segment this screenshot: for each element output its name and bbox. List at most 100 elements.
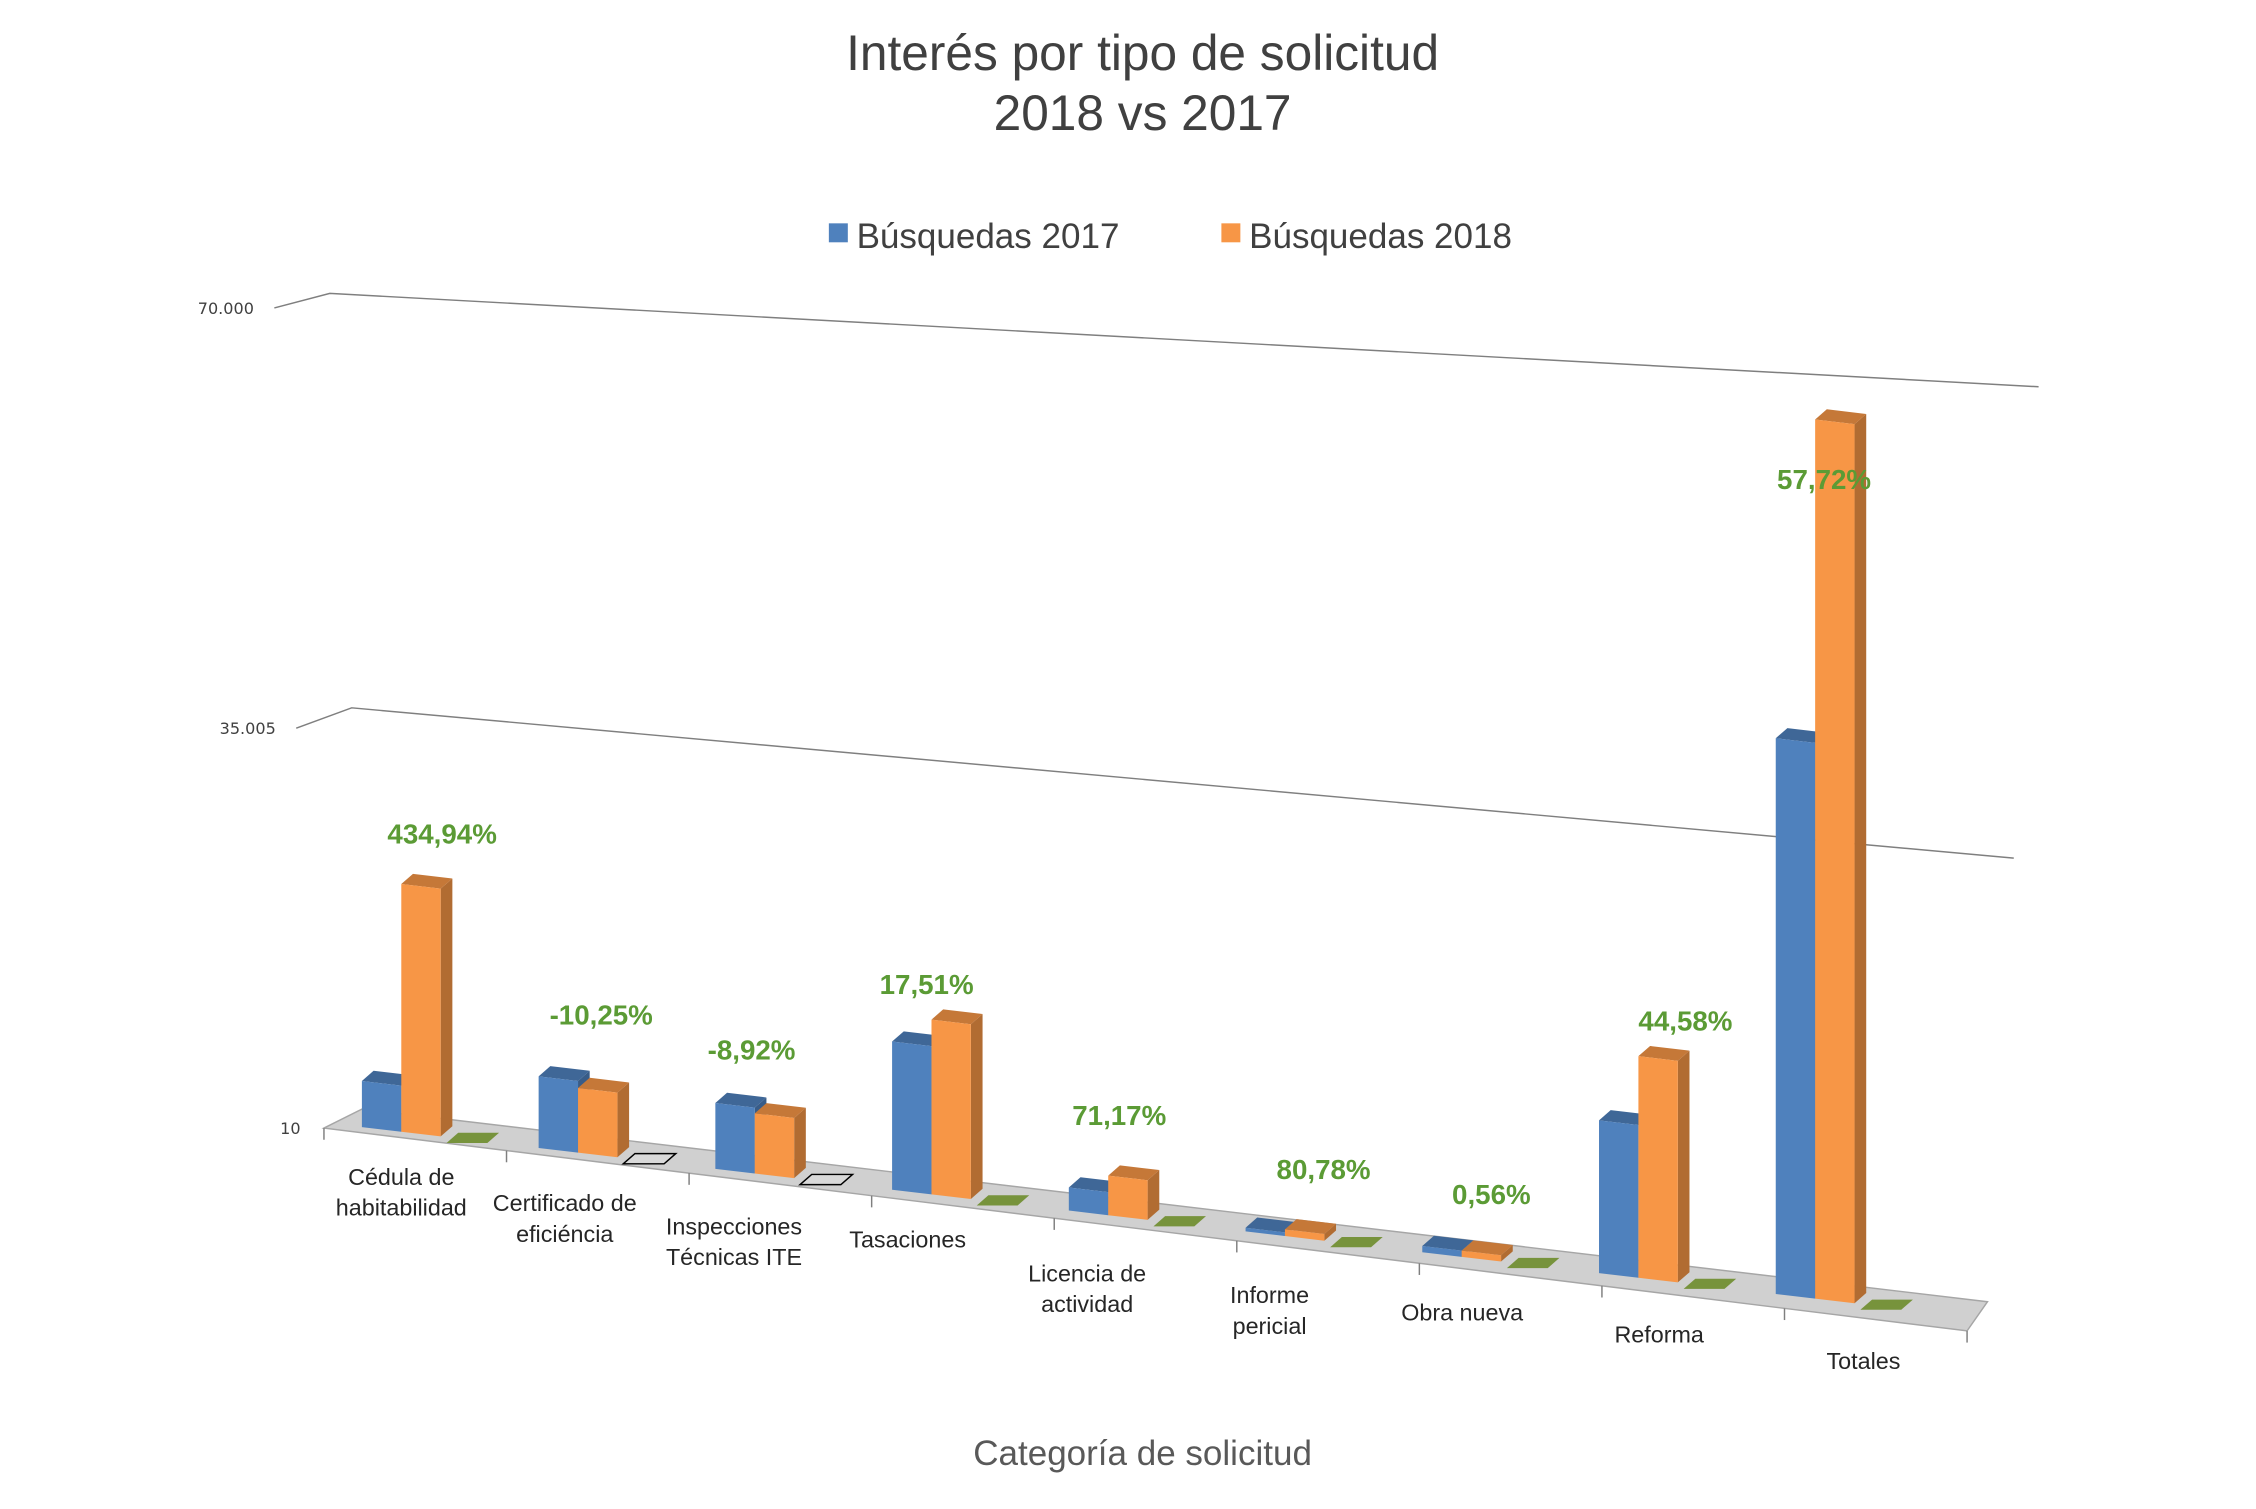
change-label: 80,78%	[1277, 1154, 1371, 1185]
bar-2018	[1284, 1219, 1337, 1241]
bar-top	[578, 1077, 630, 1093]
bar-top	[401, 873, 453, 889]
bar-front	[1068, 1187, 1109, 1216]
bar-side	[1501, 1245, 1513, 1262]
bar-2018	[1638, 1045, 1690, 1283]
change-label: 57,72%	[1777, 464, 1871, 495]
bars	[361, 409, 1913, 1310]
bar-side	[1147, 1170, 1160, 1220]
bar-side	[617, 1082, 630, 1158]
x-tick-label: Obra nueva	[1401, 1300, 1523, 1326]
x-tick-label: Inspecciones Técnicas ITE	[666, 1214, 802, 1271]
x-tick-label-line: Técnicas ITE	[666, 1244, 802, 1270]
x-tick-label: Certificado de eficiéncia	[493, 1190, 637, 1247]
chart-subtitle: 2018 vs 2017	[994, 85, 1292, 141]
bar-front	[1461, 1250, 1502, 1262]
x-axis-title: Categoría de solicitud	[973, 1434, 1312, 1473]
change-marker	[446, 1132, 500, 1143]
x-tick-label-line: Certificado de	[493, 1190, 637, 1216]
bar-2018	[1461, 1240, 1513, 1262]
x-tick-label: Tasaciones	[849, 1227, 966, 1253]
legend-label-2017: Búsquedas 2017	[857, 217, 1120, 256]
bar-top	[1638, 1045, 1690, 1061]
x-tick-label-line: Cédula de	[348, 1164, 454, 1190]
bar-top	[1284, 1219, 1337, 1235]
bar-top	[538, 1066, 590, 1081]
bar-top	[715, 1092, 767, 1108]
x-tick-label-line: Inspecciones	[666, 1214, 802, 1240]
gridline-70000	[274, 292, 2039, 388]
bar-front	[1638, 1056, 1678, 1283]
legend-swatch-2018	[1221, 223, 1241, 243]
bar-front	[1815, 419, 1855, 1304]
bar-front	[715, 1103, 755, 1174]
labels: Cédula de habitabilidad 434,94% Certificado…	[336, 464, 1901, 1374]
bar-2018	[578, 1077, 630, 1158]
x-tick-label: Informe pericial	[1230, 1282, 1309, 1339]
bar-front	[1245, 1227, 1285, 1237]
x-tick-label: Cédula de habitabilidad	[336, 1164, 467, 1221]
x-tick-label: Reforma	[1614, 1322, 1703, 1348]
chart-title: Interés por tipo de solicitud	[846, 25, 1439, 81]
y-tick-label: 35.005	[220, 719, 276, 738]
x-axis-ticks	[323, 1128, 1968, 1343]
gridline-35005	[295, 707, 2014, 859]
change-label: -10,25%	[550, 999, 653, 1030]
bar-front	[1599, 1120, 1639, 1278]
x-tick-label-line: eficiéncia	[516, 1221, 613, 1247]
bar-front	[538, 1076, 579, 1153]
bar-side	[1854, 413, 1867, 1304]
bar-front	[892, 1041, 932, 1195]
change-label: 0,56%	[1452, 1179, 1531, 1210]
change-marker	[1683, 1278, 1737, 1289]
x-tick-label-line: Tasaciones	[849, 1227, 966, 1253]
x-tick-label-line: Obra nueva	[1401, 1300, 1523, 1326]
change-label: 434,94%	[387, 819, 496, 850]
bar-front	[754, 1113, 795, 1179]
change-marker	[1330, 1237, 1383, 1248]
bar-top	[361, 1070, 413, 1086]
change-marker	[1506, 1257, 1560, 1269]
x-tick-label-line: Licencia de	[1028, 1260, 1146, 1286]
legend-label-2018: Búsquedas 2018	[1249, 217, 1512, 256]
bar-top	[1108, 1165, 1160, 1181]
change-label: 71,17%	[1072, 1100, 1166, 1131]
bar-front	[1775, 738, 1816, 1299]
bar-top	[1422, 1235, 1474, 1251]
x-tick-label-line: Reforma	[1614, 1322, 1703, 1348]
bar-front	[1108, 1175, 1148, 1220]
x-tick-label-line: actividad	[1041, 1291, 1133, 1317]
bar-top	[892, 1031, 944, 1047]
bar-2018	[754, 1103, 806, 1179]
x-tick-label-line: pericial	[1233, 1313, 1307, 1339]
bar-2018	[1108, 1165, 1160, 1220]
bar-2018	[931, 1009, 983, 1199]
bar-front	[1422, 1245, 1462, 1257]
bar-front	[1284, 1229, 1325, 1241]
change-marker	[1153, 1216, 1206, 1227]
legend: Búsquedas 2017 Búsquedas 2018	[828, 217, 1512, 256]
bar-side	[970, 1014, 983, 1199]
bar-side	[440, 878, 453, 1137]
bar-front	[578, 1088, 618, 1158]
x-tick-label: Licencia de actividad	[1028, 1260, 1146, 1317]
y-tick-label: 10	[280, 1119, 300, 1138]
bar-top	[1599, 1110, 1651, 1126]
change-label: 44,58%	[1638, 1005, 1732, 1036]
bar-2018	[401, 873, 453, 1137]
legend-swatch-2017	[828, 223, 848, 243]
bar-top	[1461, 1240, 1513, 1256]
bar-top	[1775, 728, 1827, 743]
y-tick-label: 70.000	[198, 299, 254, 318]
bar-front	[361, 1080, 402, 1132]
bar-side	[1677, 1050, 1690, 1283]
bar-top	[1068, 1177, 1120, 1193]
change-label: 17,51%	[880, 969, 974, 1000]
bar-top	[1815, 409, 1867, 425]
change-label: -8,92%	[708, 1034, 796, 1065]
x-tick-label-line: habitabilidad	[336, 1195, 467, 1221]
change-marker	[976, 1195, 1030, 1206]
change-marker	[798, 1173, 855, 1186]
x-tick-label-line: Informe	[1230, 1282, 1309, 1308]
